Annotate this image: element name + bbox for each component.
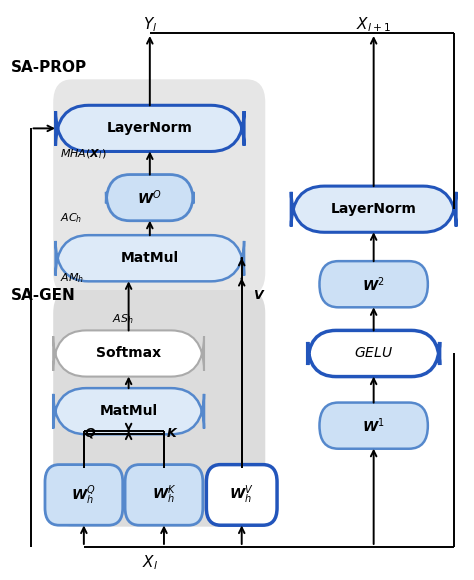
Text: LayerNorm: LayerNorm <box>107 121 193 135</box>
FancyBboxPatch shape <box>45 465 123 525</box>
FancyBboxPatch shape <box>53 331 204 376</box>
Text: $\boldsymbol{V}$: $\boldsymbol{V}$ <box>254 289 266 302</box>
Text: $\boldsymbol{X_{l+1}}$: $\boldsymbol{X_{l+1}}$ <box>356 15 391 34</box>
Text: LayerNorm: LayerNorm <box>331 202 417 216</box>
Text: $\boldsymbol{W}^O$: $\boldsymbol{W}^O$ <box>137 188 162 207</box>
FancyBboxPatch shape <box>55 106 244 151</box>
Text: $AS_h$: $AS_h$ <box>112 312 134 326</box>
Text: $\boldsymbol{Y_l}$: $\boldsymbol{Y_l}$ <box>143 15 157 34</box>
FancyBboxPatch shape <box>125 465 203 525</box>
FancyBboxPatch shape <box>106 175 193 221</box>
Text: $AM_h$: $AM_h$ <box>60 271 84 285</box>
Text: $MHA(\boldsymbol{X}_l)$: $MHA(\boldsymbol{X}_l)$ <box>60 147 107 161</box>
Text: $\boldsymbol{X_l}$: $\boldsymbol{X_l}$ <box>142 553 158 572</box>
Text: $\boldsymbol{W}^2$: $\boldsymbol{W}^2$ <box>362 275 385 293</box>
FancyBboxPatch shape <box>53 79 265 296</box>
Text: $\boldsymbol{W}_h^K$: $\boldsymbol{W}_h^K$ <box>152 484 176 506</box>
Text: $\boldsymbol{K}$: $\boldsymbol{K}$ <box>166 427 179 440</box>
FancyBboxPatch shape <box>319 403 428 449</box>
FancyBboxPatch shape <box>53 388 204 434</box>
Text: Softmax: Softmax <box>96 346 161 361</box>
FancyBboxPatch shape <box>55 235 244 281</box>
Text: $\boldsymbol{Q}$: $\boldsymbol{Q}$ <box>84 426 96 440</box>
Text: SA-PROP: SA-PROP <box>11 60 87 75</box>
FancyBboxPatch shape <box>53 290 265 527</box>
FancyBboxPatch shape <box>291 186 456 232</box>
Text: MatMul: MatMul <box>121 251 179 265</box>
Text: MatMul: MatMul <box>100 404 158 418</box>
FancyBboxPatch shape <box>308 331 439 376</box>
Text: $\boldsymbol{W}^1$: $\boldsymbol{W}^1$ <box>362 416 385 435</box>
Text: SA-GEN: SA-GEN <box>11 288 75 303</box>
FancyBboxPatch shape <box>319 261 428 307</box>
FancyBboxPatch shape <box>206 465 277 525</box>
Text: $AC_h$: $AC_h$ <box>60 211 82 224</box>
Text: $\boldsymbol{W}_h^Q$: $\boldsymbol{W}_h^Q$ <box>72 483 96 507</box>
Text: $\mathit{GELU}$: $\mathit{GELU}$ <box>354 346 393 361</box>
Text: $\boldsymbol{W}_h^V$: $\boldsymbol{W}_h^V$ <box>229 484 254 506</box>
